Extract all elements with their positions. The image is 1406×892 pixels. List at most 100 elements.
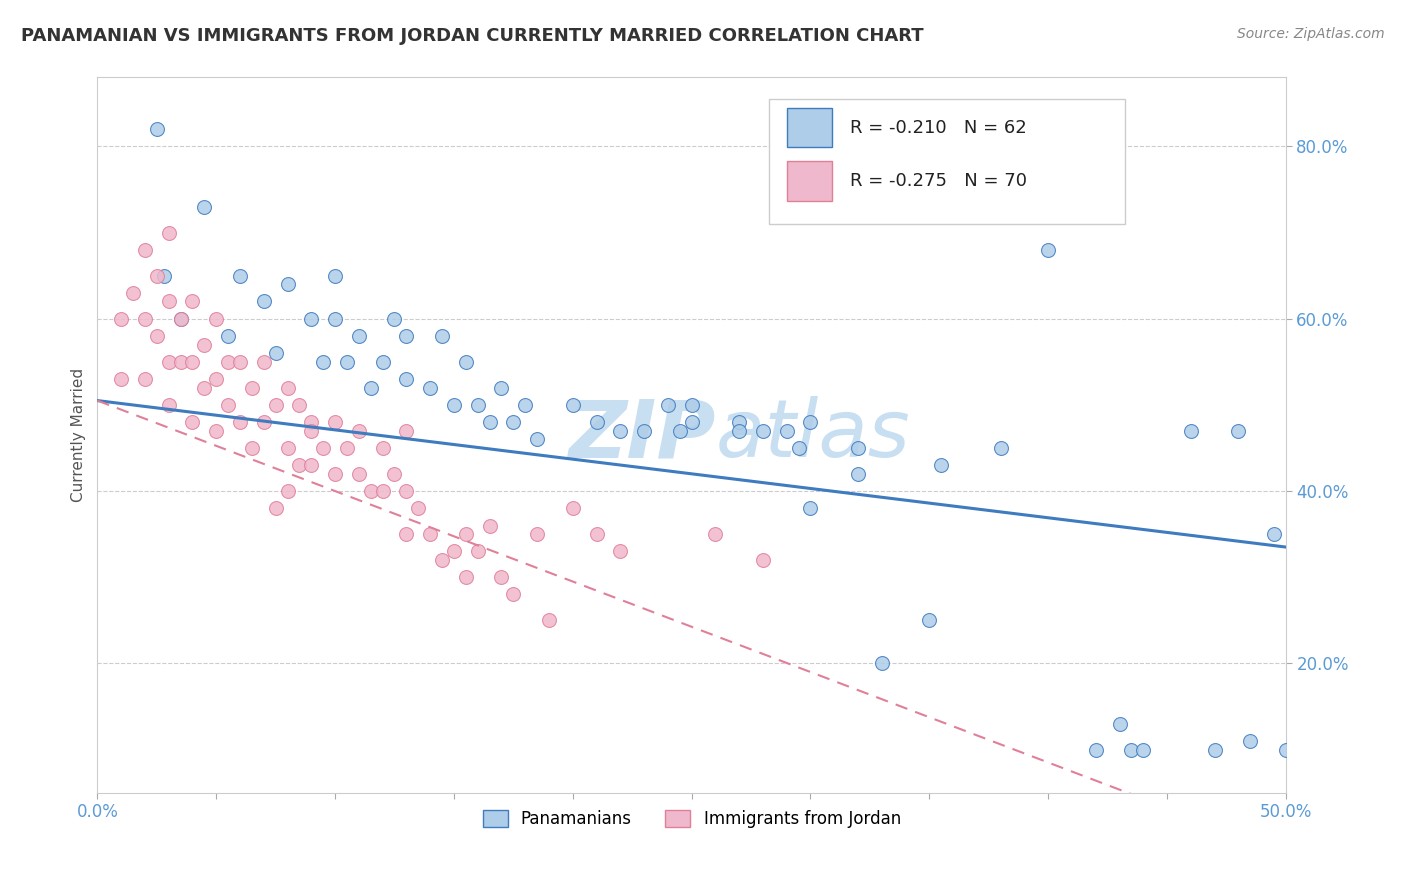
Point [681, 415, 703, 429]
Point [609, 424, 631, 438]
Point [157, 294, 180, 309]
Point [264, 501, 287, 516]
Point [193, 381, 215, 395]
Point [799, 415, 821, 429]
Text: Source: ZipAtlas.com: Source: ZipAtlas.com [1237, 27, 1385, 41]
Point [323, 467, 346, 481]
Point [633, 424, 655, 438]
Point [419, 381, 441, 395]
Text: atlas: atlas [716, 396, 910, 474]
Point [217, 329, 239, 343]
Point [537, 613, 560, 627]
Point [253, 355, 276, 369]
Point [299, 424, 322, 438]
Point [153, 268, 176, 283]
Point [918, 613, 941, 627]
Point [205, 424, 228, 438]
Point [406, 501, 429, 516]
Point [929, 458, 952, 473]
Point [515, 398, 537, 412]
Point [312, 355, 335, 369]
Point [681, 398, 703, 412]
Point [110, 311, 132, 326]
Point [467, 398, 489, 412]
Point [491, 570, 513, 584]
Point [1132, 742, 1154, 756]
Point [478, 518, 501, 533]
Point [752, 424, 775, 438]
Point [253, 294, 276, 309]
Point [1084, 742, 1107, 756]
Point [526, 527, 548, 541]
Point [276, 277, 298, 292]
Point [288, 398, 311, 412]
Point [217, 355, 239, 369]
Point [561, 398, 583, 412]
Point [454, 355, 477, 369]
Point [454, 527, 477, 541]
Point [347, 424, 370, 438]
Point [1204, 742, 1226, 756]
Point [478, 415, 501, 429]
Point [799, 501, 821, 516]
Point [229, 355, 252, 369]
Point [193, 200, 215, 214]
Text: ZIP: ZIP [568, 396, 716, 474]
Point [846, 467, 869, 481]
Point [336, 441, 359, 455]
Point [253, 415, 276, 429]
Point [312, 441, 335, 455]
Point [443, 544, 465, 558]
Point [467, 544, 489, 558]
Point [276, 381, 298, 395]
Point [299, 458, 322, 473]
Point [299, 415, 322, 429]
Point [1038, 243, 1060, 257]
Point [776, 424, 799, 438]
Point [181, 294, 204, 309]
Point [371, 355, 394, 369]
Point [146, 329, 169, 343]
Point [395, 527, 418, 541]
Point [134, 372, 156, 386]
Point [169, 311, 191, 326]
Point [146, 268, 169, 283]
Point [1180, 424, 1202, 438]
Point [609, 544, 631, 558]
Point [430, 553, 453, 567]
Point [288, 458, 311, 473]
Bar [787, 108, 832, 147]
Point [169, 355, 191, 369]
Point [870, 657, 893, 671]
Point [443, 398, 465, 412]
Point [561, 501, 583, 516]
Point [371, 484, 394, 499]
Point [585, 527, 607, 541]
Point [1239, 734, 1261, 748]
Point [728, 415, 751, 429]
Bar [769, 99, 1125, 224]
Point [1108, 716, 1130, 731]
Y-axis label: Currently Married: Currently Married [72, 368, 86, 502]
Point [157, 398, 180, 412]
Point [360, 381, 382, 395]
Point [157, 355, 180, 369]
Point [276, 441, 298, 455]
Point [704, 527, 727, 541]
Point [205, 372, 228, 386]
Point [122, 285, 145, 300]
Point [240, 441, 263, 455]
Point [657, 398, 679, 412]
Point [240, 381, 263, 395]
Point [395, 329, 418, 343]
Point [502, 415, 524, 429]
Point [395, 424, 418, 438]
Point [787, 441, 810, 455]
Point [229, 268, 252, 283]
Point [169, 311, 191, 326]
Point [193, 337, 215, 351]
Point [323, 415, 346, 429]
Point [990, 441, 1012, 455]
Point [347, 329, 370, 343]
Point [502, 587, 524, 601]
